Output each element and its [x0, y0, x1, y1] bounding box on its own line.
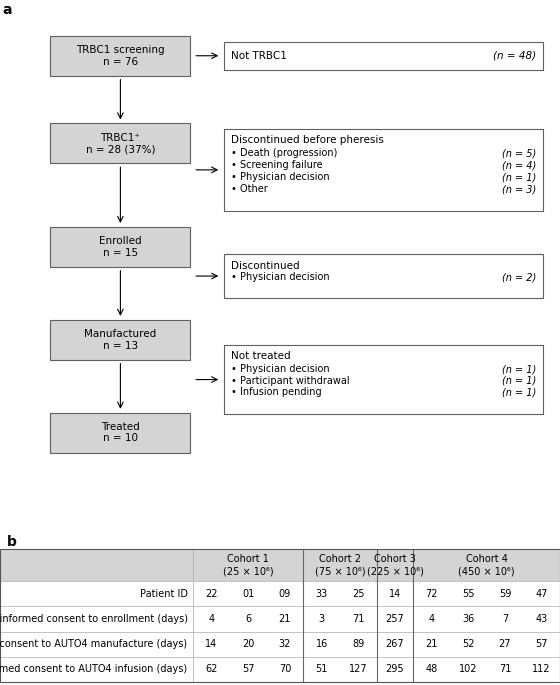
Text: Cohort 4
(450 × 10⁶): Cohort 4 (450 × 10⁶) — [458, 554, 515, 576]
Text: Patient ID: Patient ID — [139, 589, 188, 599]
Text: 257: 257 — [386, 614, 404, 624]
Text: • Death (progression): • Death (progression) — [231, 148, 338, 158]
Bar — [0, 549, 560, 581]
Text: Discontinued before pheresis: Discontinued before pheresis — [231, 135, 384, 145]
Text: Discontinued: Discontinued — [231, 261, 300, 271]
Text: (n = 1): (n = 1) — [502, 388, 536, 397]
Text: 127: 127 — [349, 664, 367, 674]
Bar — [224, 42, 543, 70]
Text: Treated
n = 10: Treated n = 10 — [101, 422, 140, 443]
Text: Not treated: Not treated — [231, 351, 291, 362]
Text: 89: 89 — [352, 639, 365, 649]
Text: (n = 48): (n = 48) — [493, 51, 536, 61]
Text: 22: 22 — [206, 589, 218, 599]
Text: (n = 2): (n = 2) — [502, 272, 536, 282]
Text: Cohort 2
(75 × 10⁶): Cohort 2 (75 × 10⁶) — [315, 554, 365, 576]
Bar — [50, 36, 190, 75]
Bar — [0, 632, 560, 657]
Text: 27: 27 — [499, 639, 511, 649]
Bar — [50, 227, 190, 266]
Text: 7: 7 — [502, 614, 508, 624]
Text: • Physician decision: • Physician decision — [231, 272, 330, 282]
Text: • Screening failure: • Screening failure — [231, 160, 323, 170]
Text: 52: 52 — [462, 639, 474, 649]
Text: 55: 55 — [462, 589, 474, 599]
Text: Cohort 1
(25 × 10⁶): Cohort 1 (25 × 10⁶) — [223, 554, 273, 576]
Text: 4: 4 — [208, 614, 214, 624]
Text: Cohort 3
(225 × 10⁶): Cohort 3 (225 × 10⁶) — [366, 554, 423, 576]
Text: 295: 295 — [386, 664, 404, 674]
Bar — [0, 657, 560, 682]
Text: 51: 51 — [315, 664, 328, 674]
Text: (n = 1): (n = 1) — [502, 376, 536, 386]
Bar — [0, 581, 560, 606]
Text: (n = 5): (n = 5) — [502, 148, 536, 158]
Text: 47: 47 — [535, 589, 548, 599]
Text: TRBC1 screening
n = 76: TRBC1 screening n = 76 — [76, 45, 165, 66]
Text: 33: 33 — [315, 589, 328, 599]
Text: (n = 3): (n = 3) — [502, 184, 536, 194]
Text: • Physician decision: • Physician decision — [231, 364, 330, 374]
Text: Time from informed consent to AUTO4 manufacture (days): Time from informed consent to AUTO4 manu… — [0, 639, 188, 649]
Text: 71: 71 — [499, 664, 511, 674]
Text: 14: 14 — [389, 589, 401, 599]
Text: • Other: • Other — [231, 184, 268, 194]
Text: Time from informed consent to enrollment (days): Time from informed consent to enrollment… — [0, 614, 188, 624]
Text: 48: 48 — [426, 664, 438, 674]
Text: 36: 36 — [462, 614, 474, 624]
Text: Time from informed consent to AUTO4 infusion (days): Time from informed consent to AUTO4 infu… — [0, 664, 188, 674]
Text: 01: 01 — [242, 589, 254, 599]
Text: 3: 3 — [319, 614, 325, 624]
Text: 43: 43 — [535, 614, 548, 624]
Text: Manufactured
n = 13: Manufactured n = 13 — [84, 329, 157, 351]
Text: 4: 4 — [428, 614, 435, 624]
Text: 70: 70 — [279, 664, 291, 674]
Text: Not TRBC1: Not TRBC1 — [231, 51, 287, 61]
Text: 62: 62 — [206, 664, 218, 674]
Text: 57: 57 — [242, 664, 254, 674]
Text: Enrolled
n = 15: Enrolled n = 15 — [99, 236, 142, 258]
Text: 59: 59 — [499, 589, 511, 599]
Bar — [50, 413, 190, 453]
Bar — [50, 320, 190, 360]
Text: 20: 20 — [242, 639, 254, 649]
Bar — [0, 606, 560, 632]
Text: 32: 32 — [279, 639, 291, 649]
Text: 6: 6 — [245, 614, 251, 624]
Bar — [224, 129, 543, 211]
Text: • Physician decision: • Physician decision — [231, 172, 330, 182]
Text: 72: 72 — [426, 589, 438, 599]
Text: 16: 16 — [315, 639, 328, 649]
Text: 21: 21 — [279, 614, 291, 624]
Text: 267: 267 — [386, 639, 404, 649]
Text: 25: 25 — [352, 589, 365, 599]
Bar — [0, 549, 560, 682]
Text: • Infusion pending: • Infusion pending — [231, 388, 322, 397]
Text: 14: 14 — [206, 639, 218, 649]
Text: 112: 112 — [533, 664, 551, 674]
Text: b: b — [7, 536, 17, 549]
Bar — [224, 254, 543, 298]
Text: 102: 102 — [459, 664, 478, 674]
Text: (n = 1): (n = 1) — [502, 172, 536, 182]
Text: (n = 4): (n = 4) — [502, 160, 536, 170]
Text: 57: 57 — [535, 639, 548, 649]
Bar — [50, 123, 190, 163]
Bar — [224, 345, 543, 414]
Text: • Participant withdrawal: • Participant withdrawal — [231, 376, 350, 386]
Text: 21: 21 — [426, 639, 438, 649]
Text: a: a — [3, 3, 12, 16]
Text: (n = 1): (n = 1) — [502, 364, 536, 374]
Text: 09: 09 — [279, 589, 291, 599]
Text: TRBC1⁺
n = 28 (37%): TRBC1⁺ n = 28 (37%) — [86, 132, 155, 154]
Text: 71: 71 — [352, 614, 365, 624]
